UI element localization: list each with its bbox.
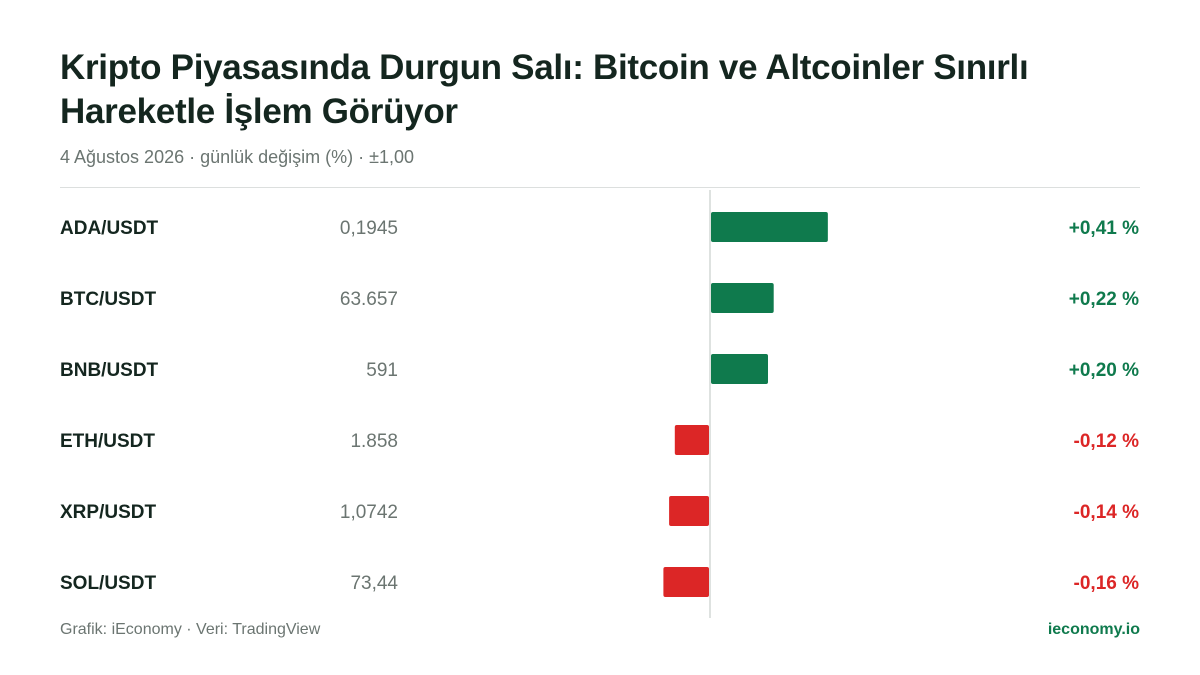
bar-negative xyxy=(663,567,709,597)
bar-positive xyxy=(711,283,774,313)
pair-label: BNB/USDT xyxy=(60,360,159,381)
pair-label: ETH/USDT xyxy=(60,431,155,452)
change-label: -0,12 % xyxy=(1074,431,1140,452)
change-label: +0,22 % xyxy=(1069,289,1139,310)
price-label: 1,0742 xyxy=(340,502,398,523)
header-divider xyxy=(60,187,1140,188)
price-label: 0,1945 xyxy=(340,218,398,239)
chart-subtitle: 4 Ağustos 2026 · günlük değişim (%) · ±1… xyxy=(60,147,415,167)
pair-label: ADA/USDT xyxy=(60,218,159,239)
source-credit: Grafik: iEconomy · Veri: TradingView xyxy=(60,621,321,638)
price-label: 1.858 xyxy=(350,431,398,452)
price-label: 73,44 xyxy=(350,573,398,594)
bar-positive xyxy=(711,212,828,242)
change-label: -0,14 % xyxy=(1074,502,1140,523)
bar-negative xyxy=(669,496,709,526)
bar-positive xyxy=(711,354,768,384)
price-label: 63.657 xyxy=(340,289,398,310)
bar-negative xyxy=(674,425,709,455)
price-label: 591 xyxy=(366,360,398,381)
pair-label: SOL/USDT xyxy=(60,573,156,594)
change-label: -0,16 % xyxy=(1074,573,1140,594)
chart-title: Kripto Piyasasında Durgun Salı: Bitcoin … xyxy=(60,48,1029,131)
change-label: +0,20 % xyxy=(1069,360,1139,381)
pair-label: BTC/USDT xyxy=(60,289,156,310)
brand-link[interactable]: ieconomy.io xyxy=(1047,621,1140,638)
pair-label: XRP/USDT xyxy=(60,502,156,523)
change-label: +0,41 % xyxy=(1069,218,1139,239)
